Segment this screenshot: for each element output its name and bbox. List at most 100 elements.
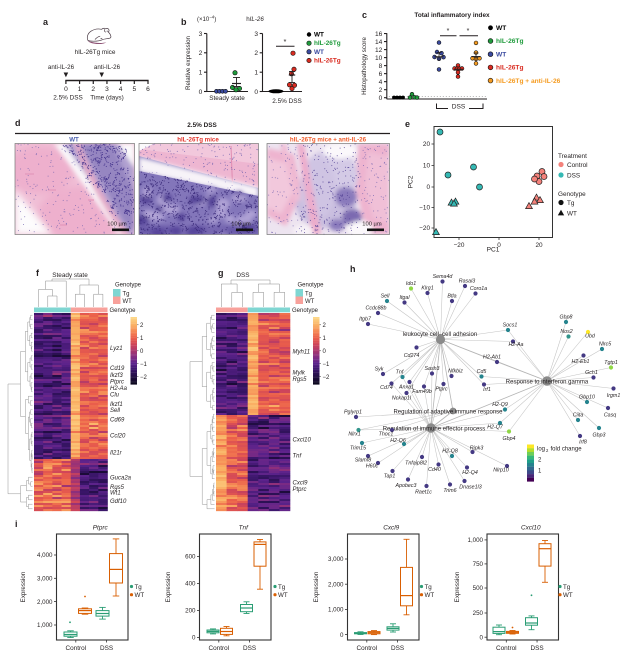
- svg-text:1,000: 1,000: [37, 622, 53, 629]
- svg-text:*: *: [447, 28, 450, 35]
- svg-text:H2-Q9: H2-Q9: [492, 402, 508, 408]
- svg-text:Ripk3: Ripk3: [470, 446, 484, 452]
- svg-text:0: 0: [192, 635, 196, 642]
- svg-text:Tnf: Tnf: [396, 370, 404, 376]
- svg-text:Btla: Btla: [447, 294, 456, 300]
- svg-text:100 µm: 100 µm: [231, 222, 251, 228]
- svg-text:Ccl20: Ccl20: [110, 434, 126, 440]
- svg-text:WT: WT: [305, 299, 315, 305]
- svg-text:Cd74: Cd74: [380, 385, 393, 391]
- svg-text:10: 10: [375, 55, 383, 62]
- svg-text:3: 3: [254, 31, 258, 38]
- svg-text:WT: WT: [135, 592, 145, 599]
- svg-text:DSS: DSS: [391, 645, 404, 652]
- svg-text:1: 1: [254, 70, 258, 77]
- svg-text:H60c: H60c: [366, 464, 379, 470]
- svg-text:Nlrx1: Nlrx1: [348, 432, 360, 438]
- svg-text:fold change: fold change: [551, 447, 583, 453]
- svg-text:0: 0: [497, 242, 501, 249]
- svg-text:Nckap1l: Nckap1l: [392, 396, 412, 402]
- svg-text:Sema4d: Sema4d: [433, 274, 454, 280]
- svg-text:Irf1: Irf1: [483, 387, 491, 393]
- svg-text:Ptprc: Ptprc: [435, 387, 448, 393]
- svg-text:Tg: Tg: [278, 584, 286, 591]
- svg-text:Tap1: Tap1: [384, 474, 396, 480]
- svg-text:Regulation of adaptive immune: Regulation of adaptive immune response: [393, 410, 503, 416]
- svg-text:anti-IL-26: anti-IL-26: [94, 64, 121, 71]
- svg-text:Nfkbiz: Nfkbiz: [448, 369, 463, 375]
- svg-text:hIL-26: hIL-26: [246, 16, 264, 23]
- svg-text:WT: WT: [563, 592, 573, 599]
- svg-text:*: *: [284, 37, 287, 46]
- svg-text:600: 600: [185, 554, 196, 561]
- svg-text:Genotype: Genotype: [298, 283, 325, 289]
- svg-text:hIL-26Tg: hIL-26Tg: [314, 40, 341, 47]
- svg-text:Casq: Casq: [604, 413, 616, 419]
- svg-text:200: 200: [185, 608, 196, 615]
- svg-text:Ikzf3: Ikzf3: [110, 373, 123, 379]
- svg-text:Response to interferon gamma: Response to interferon gamma: [506, 380, 589, 386]
- svg-text:Genotype: Genotype: [115, 283, 142, 289]
- svg-text:2: 2: [323, 323, 327, 329]
- svg-text:Nlrp10: Nlrp10: [493, 468, 509, 474]
- svg-text:Ido1: Ido1: [406, 281, 416, 287]
- svg-text:Wt1: Wt1: [110, 491, 121, 497]
- svg-text:Ubd: Ubd: [585, 334, 596, 340]
- svg-text:b: b: [181, 17, 187, 27]
- svg-text:2: 2: [91, 86, 95, 93]
- svg-text:d: d: [15, 118, 21, 128]
- svg-text:−2: −2: [140, 375, 148, 381]
- svg-text:2,000: 2,000: [37, 599, 53, 606]
- svg-text:2,000: 2,000: [328, 581, 344, 588]
- svg-text:3,000: 3,000: [37, 576, 53, 583]
- svg-text:Ikzf1: Ikzf1: [110, 402, 123, 408]
- svg-text:Time (days): Time (days): [90, 95, 124, 102]
- svg-text:10: 10: [423, 163, 431, 170]
- svg-text:Ptprc: Ptprc: [110, 380, 124, 386]
- svg-text:H2-Aa: H2-Aa: [508, 342, 523, 348]
- svg-text:0: 0: [199, 89, 203, 96]
- svg-text:Cd274: Cd274: [404, 353, 420, 359]
- svg-text:Tnfaip8l2: Tnfaip8l2: [405, 461, 427, 467]
- svg-text:H2-Eb1: H2-Eb1: [572, 359, 590, 365]
- svg-text:3: 3: [199, 31, 203, 38]
- svg-text:−2: −2: [323, 375, 331, 381]
- svg-text:0: 0: [426, 184, 430, 191]
- svg-text:Tnf: Tnf: [239, 525, 249, 532]
- svg-text:Ccdc88b: Ccdc88b: [366, 306, 387, 312]
- svg-text:Tnf: Tnf: [293, 454, 303, 460]
- svg-text:0: 0: [140, 349, 144, 355]
- svg-text:Itgb7: Itgb7: [359, 317, 372, 323]
- svg-text:Coro1a: Coro1a: [470, 286, 487, 292]
- svg-text:−20: −20: [419, 225, 430, 232]
- svg-text:WT: WT: [314, 32, 324, 39]
- svg-text:Gbp10: Gbp10: [579, 395, 595, 401]
- svg-text:Clu: Clu: [110, 393, 120, 399]
- svg-text:100 µm: 100 µm: [362, 222, 382, 228]
- svg-text:Tg: Tg: [305, 292, 312, 298]
- svg-text:2: 2: [538, 458, 542, 464]
- svg-text:Apobec3: Apobec3: [395, 483, 417, 489]
- svg-text:Tg: Tg: [135, 584, 143, 591]
- svg-text:Ptprc: Ptprc: [293, 487, 307, 493]
- svg-text:Cxcl10: Cxcl10: [521, 525, 541, 532]
- svg-text:PC2: PC2: [408, 175, 415, 188]
- svg-text:Steady state: Steady state: [52, 272, 88, 279]
- svg-text:Sell: Sell: [381, 294, 391, 300]
- svg-text:Cd5: Cd5: [477, 369, 487, 375]
- svg-text:3: 3: [105, 86, 109, 93]
- svg-text:Cd40: Cd40: [428, 467, 441, 473]
- svg-text:16: 16: [375, 31, 383, 38]
- svg-text:Lyz1: Lyz1: [110, 346, 123, 352]
- svg-text:Expression: Expression: [313, 571, 320, 602]
- svg-text:DSS: DSS: [100, 645, 113, 652]
- svg-text:0: 0: [64, 86, 68, 93]
- svg-text:−1: −1: [140, 362, 148, 368]
- svg-text:−1: −1: [323, 362, 331, 368]
- svg-text:1,000: 1,000: [328, 607, 344, 614]
- svg-text:DSS: DSS: [530, 645, 543, 652]
- svg-text:hIL-26Tg: hIL-26Tg: [496, 38, 523, 45]
- svg-text:(×10−4): (×10−4): [197, 14, 216, 23]
- svg-text:1,000: 1,000: [468, 537, 484, 544]
- svg-text:Control: Control: [496, 645, 517, 652]
